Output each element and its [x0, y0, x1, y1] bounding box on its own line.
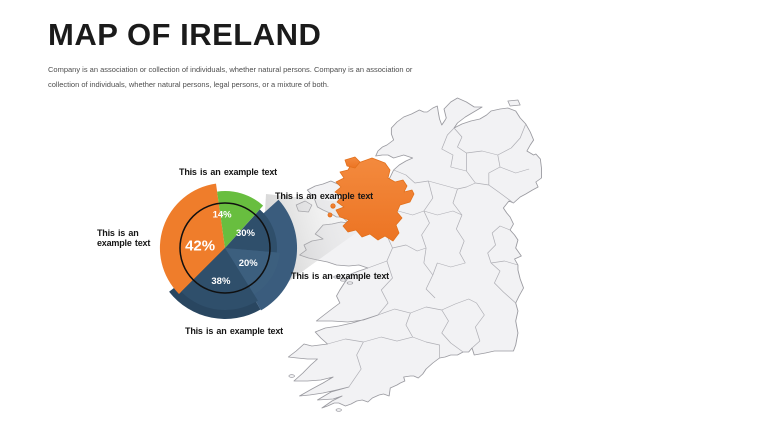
label-left: This is an example text [97, 228, 150, 248]
highlighted-region-shape[interactable] [334, 157, 415, 242]
page-title: MAP OF IRELAND [48, 17, 322, 52]
pie-inner-ring [179, 202, 271, 294]
subtitle-line-1: Company is an association or collection … [48, 65, 413, 74]
ireland-map [287, 97, 542, 412]
highlighted-region[interactable] [327, 156, 415, 242]
label-bottom: This is an example text [185, 326, 283, 336]
pie-slice[interactable] [225, 248, 280, 295]
pie-percentage-label: 14% [213, 210, 233, 221]
highlighted-region-islet [327, 212, 333, 218]
label-left-line-2: example text [97, 238, 151, 248]
pie-chart[interactable]: 42% 14%30% 20% 38% [159, 183, 298, 319]
pie-percentage-label: 38% [211, 276, 231, 287]
highlighted-region-islet [344, 156, 361, 169]
pie-slice[interactable] [159, 183, 225, 294]
highlighted-region-islet [330, 203, 336, 209]
label-map-region: This is an example text [275, 191, 373, 201]
pie-percentage-label: 30% [236, 228, 256, 239]
subtitle: Company is an association or collection … [48, 63, 412, 92]
pie-percentage-label: 42% [185, 237, 215, 254]
pie-slice[interactable] [225, 209, 277, 253]
pie-slice[interactable] [181, 248, 258, 310]
label-right: This is an example text [291, 271, 389, 281]
subtitle-line-2: collection of individuals, whether natur… [48, 79, 329, 89]
county-borders [327, 123, 530, 388]
pie-percentage-label: 20% [239, 258, 259, 269]
pie-slice[interactable] [217, 191, 264, 248]
label-top: This is an example text [179, 167, 277, 177]
label-left-line-1: This is an [97, 228, 139, 238]
